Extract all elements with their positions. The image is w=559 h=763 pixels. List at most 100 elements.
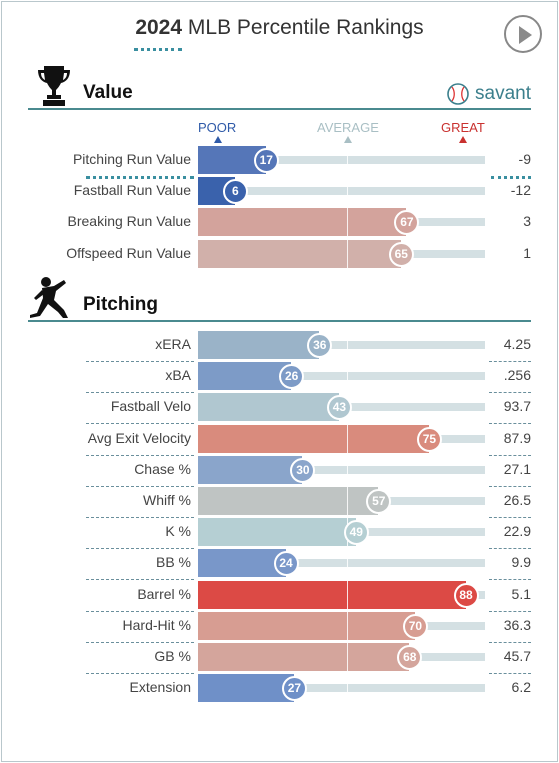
percentile-track: [198, 465, 485, 474]
metric-value: 93.7: [503, 398, 531, 415]
legend-great-label: GREAT: [441, 120, 485, 135]
average-marker: [347, 208, 348, 237]
metric-label: xBA: [165, 367, 191, 384]
legend-poor: POOR: [198, 120, 238, 143]
metric-value: 87.9: [503, 429, 531, 446]
ranking-row[interactable]: GB % 68 45.7: [0, 642, 559, 674]
percentile-bar: [198, 362, 292, 391]
percentile-bar: [198, 239, 401, 268]
legend-average-arrow: [344, 136, 352, 143]
metric-label: Chase %: [134, 460, 191, 477]
percentile-bar: [198, 424, 429, 453]
ranking-row[interactable]: Fastball Velo 43 93.7: [0, 392, 559, 425]
row-separator: [86, 641, 194, 643]
brand-name: savant: [475, 83, 531, 104]
legend-great: GREAT: [441, 120, 485, 143]
pitching-section-header: Pitching: [28, 277, 531, 322]
metric-value: 1: [523, 244, 531, 261]
metric-value: 26.5: [503, 492, 531, 508]
metric-value: -9: [518, 151, 531, 167]
ranking-row[interactable]: Avg Exit Velocity 75 87.9: [0, 424, 559, 456]
ranking-row[interactable]: Offspeed Run Value 65 1: [0, 239, 559, 269]
metric-label: Barrel %: [137, 585, 191, 602]
average-marker: [347, 455, 348, 484]
metric-value: 27.1: [503, 460, 531, 477]
row-separator: [489, 673, 531, 674]
savant-logo[interactable]: savant: [447, 83, 531, 105]
play-button[interactable]: [504, 15, 542, 53]
percentile-badge: 75: [416, 426, 442, 452]
metric-label: Fastball Run Value: [73, 182, 191, 199]
section-title: Value: [83, 82, 133, 103]
row-separator: [489, 454, 531, 456]
percentile-badge: 68: [397, 645, 423, 670]
ranking-row[interactable]: Hard-Hit % 70 36.3: [0, 611, 559, 643]
average-marker: [347, 362, 348, 391]
row-separator: [489, 579, 531, 581]
ranking-row[interactable]: xERA 36 4.25: [0, 330, 559, 362]
metric-label: xERA: [155, 336, 191, 352]
ranking-row[interactable]: xBA 26 .256: [0, 361, 559, 394]
metric-label: Hard-Hit %: [122, 616, 191, 633]
percentile-badge: 24: [273, 551, 299, 577]
percentile-badge: 88: [453, 582, 479, 608]
baseball-icon: [447, 83, 469, 105]
percentile-track: [198, 684, 485, 693]
metric-label: Avg Exit Velocity: [87, 429, 191, 446]
row-separator: [86, 673, 194, 674]
ranking-row[interactable]: Extension 27 6.2: [0, 673, 559, 703]
row-separator: [489, 548, 531, 550]
legend-average: AVERAGE: [317, 120, 379, 143]
ranking-row[interactable]: K % 49 22.9: [0, 517, 559, 550]
ranking-row[interactable]: Breaking Run Value 67 3: [0, 207, 559, 237]
percentile-badge: 67: [394, 210, 420, 236]
row-separator: [86, 454, 194, 456]
metric-value: .256: [503, 367, 531, 384]
row-separator: [86, 361, 194, 362]
percentile-badge: 65: [388, 241, 414, 267]
legend-poor-label: POOR: [198, 120, 237, 135]
average-marker: [347, 674, 348, 703]
average-marker: [347, 580, 348, 609]
pitcher-icon: [30, 277, 68, 318]
percentile-bar: [198, 455, 303, 484]
metric-value: 45.7: [503, 648, 531, 664]
row-separator: [489, 641, 531, 643]
average-marker: [347, 177, 348, 206]
metric-label: Whiff %: [143, 492, 191, 508]
ranking-row[interactable]: Fastball Run Value 6 -12: [0, 176, 559, 206]
legend-poor-arrow: [214, 136, 222, 143]
percentile-badge: 70: [402, 613, 428, 639]
percentile-track: [198, 341, 485, 349]
metric-label: K %: [165, 523, 191, 540]
metric-label: Breaking Run Value: [67, 213, 191, 230]
ranking-row[interactable]: Chase % 30 27.1: [0, 455, 559, 487]
ranking-row[interactable]: Whiff % 57 26.5: [0, 486, 559, 518]
average-marker: [347, 643, 348, 671]
percentile-bar: [198, 580, 466, 609]
row-separator: [489, 517, 531, 518]
title-underline: [134, 48, 182, 51]
row-separator: [489, 392, 531, 394]
metric-label: GB %: [154, 648, 191, 664]
highlight-underline: [86, 176, 194, 179]
ranking-row[interactable]: Pitching Run Value 17 -9: [0, 145, 559, 179]
percentile-badge: 26: [279, 364, 305, 390]
percentile-bar: [198, 674, 294, 703]
metric-value: 36.3: [503, 616, 531, 633]
ranking-row[interactable]: BB % 24 9.9: [0, 548, 559, 581]
play-icon: [519, 26, 532, 44]
legend-average-label: AVERAGE: [317, 120, 379, 135]
metric-label: Extension: [129, 679, 191, 696]
percentile-badge: 6: [222, 179, 248, 205]
section-title: Pitching: [83, 294, 158, 315]
section-divider: [28, 320, 531, 322]
metric-label: Offspeed Run Value: [66, 244, 191, 261]
percentile-track: [198, 559, 485, 568]
metric-value: 5.1: [511, 585, 531, 602]
percentile-bar: [198, 549, 286, 578]
row-separator: [86, 485, 194, 487]
ranking-row[interactable]: Barrel % 88 5.1: [0, 580, 559, 612]
percentile-bar: [198, 611, 415, 640]
